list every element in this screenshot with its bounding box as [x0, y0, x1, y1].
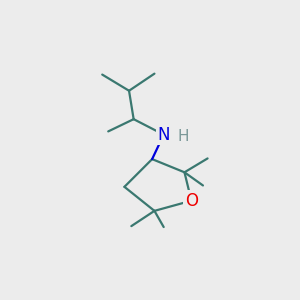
- Text: H: H: [178, 129, 189, 144]
- Text: O: O: [185, 192, 198, 210]
- Text: N: N: [158, 126, 170, 144]
